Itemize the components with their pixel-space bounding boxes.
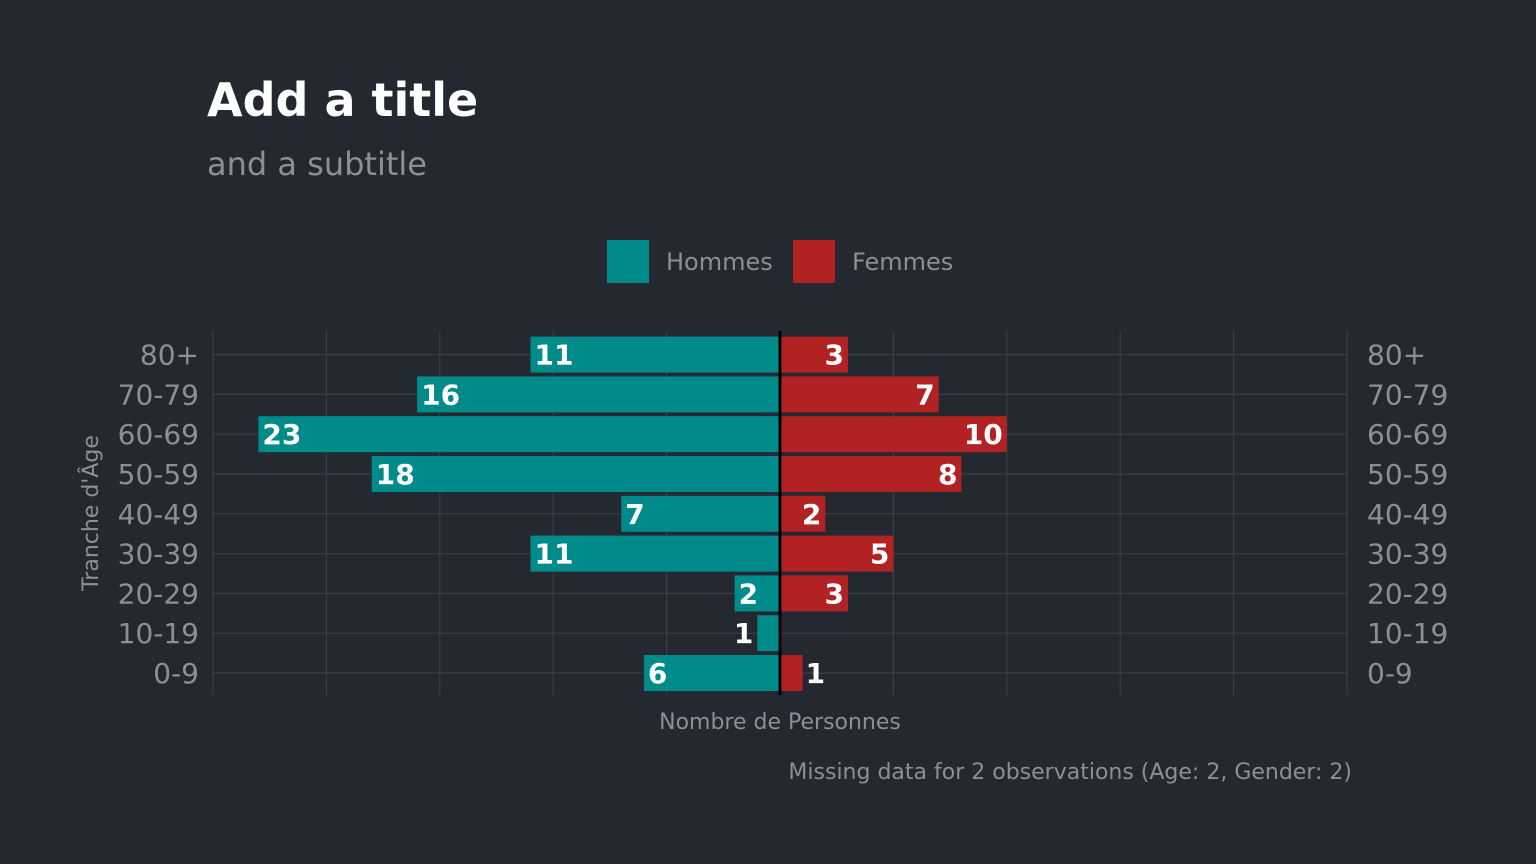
bar-femmes	[780, 336, 849, 373]
bar-femmes	[780, 535, 894, 572]
y-tick-label-left: 60-69	[118, 418, 199, 451]
bar-value-label: 11	[535, 538, 574, 571]
y-tick-label-left: 40-49	[118, 498, 199, 531]
bar-value-label: 3	[825, 577, 844, 610]
bar-value-label: 18	[376, 458, 415, 491]
chart-caption: Missing data for 2 observations (Age: 2,…	[788, 760, 1352, 785]
bar-value-label: 1	[806, 657, 825, 690]
y-tick-label-right: 50-59	[1367, 458, 1448, 491]
y-tick-label-left: 70-79	[118, 378, 199, 411]
bar-femmes	[780, 416, 1007, 453]
bar-femmes	[780, 495, 826, 532]
bar-value-label: 7	[625, 498, 644, 531]
legend: Hommes Femmes	[607, 240, 953, 283]
chart-title: Add a title	[207, 73, 478, 127]
y-tick-label-right: 30-39	[1367, 538, 1448, 571]
y-tick-label-left: 20-29	[118, 577, 199, 610]
bar-value-label: 11	[535, 339, 574, 372]
bar-hommes	[530, 336, 780, 373]
chart-subtitle: and a subtitle	[207, 145, 427, 183]
bar-value-label: 10	[964, 418, 1003, 451]
tick-labels: 0-9 0-9 10-19 10-19 20-29 20-29 30-39 30-39 40-4…	[118, 339, 1449, 690]
bar-hommes	[621, 495, 780, 532]
bar-hommes	[530, 535, 780, 572]
y-tick-label-left: 0-9	[153, 657, 199, 690]
y-tick-label-right: 20-29	[1367, 577, 1448, 610]
legend-swatch-hommes	[607, 240, 649, 283]
bar-hommes	[258, 416, 780, 453]
legend-swatch-femmes	[793, 240, 835, 283]
bar-hommes	[643, 655, 780, 691]
bar-value-label: 3	[825, 339, 844, 372]
bar-value-label: 2	[802, 498, 821, 531]
bar-hommes	[757, 615, 780, 652]
y-tick-label-right: 60-69	[1367, 418, 1448, 451]
x-axis-label: Nombre de Personnes	[659, 710, 901, 735]
y-tick-label-right: 70-79	[1367, 378, 1448, 411]
bar-value-label: 8	[938, 458, 957, 491]
bar-femmes	[780, 655, 803, 691]
bar-value-label: 16	[421, 378, 460, 411]
bar-value-label: 6	[648, 657, 667, 690]
y-tick-label-left: 50-59	[118, 458, 199, 491]
y-tick-label-left: 30-39	[118, 538, 199, 571]
y-tick-label-right: 0-9	[1367, 657, 1413, 690]
bar-value-label: 7	[915, 378, 934, 411]
legend-label-femmes: Femmes	[852, 248, 953, 276]
bar-femmes	[780, 456, 962, 492]
y-tick-label-right: 40-49	[1367, 498, 1448, 531]
bar-value-label: 2	[739, 577, 758, 610]
bar-value-label: 5	[870, 538, 889, 571]
y-tick-label-left: 80+	[140, 339, 199, 372]
y-axis-label: Tranche d'Âge	[78, 435, 104, 592]
bar-value-label: 1	[734, 617, 753, 650]
bar-hommes	[734, 575, 780, 612]
y-tick-label-left: 10-19	[118, 617, 199, 650]
legend-label-hommes: Hommes	[666, 248, 773, 276]
bar-femmes	[780, 575, 849, 612]
bar-femmes	[780, 376, 939, 413]
y-tick-label-right: 80+	[1367, 339, 1426, 372]
y-tick-label-right: 10-19	[1367, 617, 1448, 650]
bar-hommes	[371, 456, 780, 492]
bar-value-label: 23	[262, 418, 301, 451]
bar-hommes	[417, 376, 780, 413]
